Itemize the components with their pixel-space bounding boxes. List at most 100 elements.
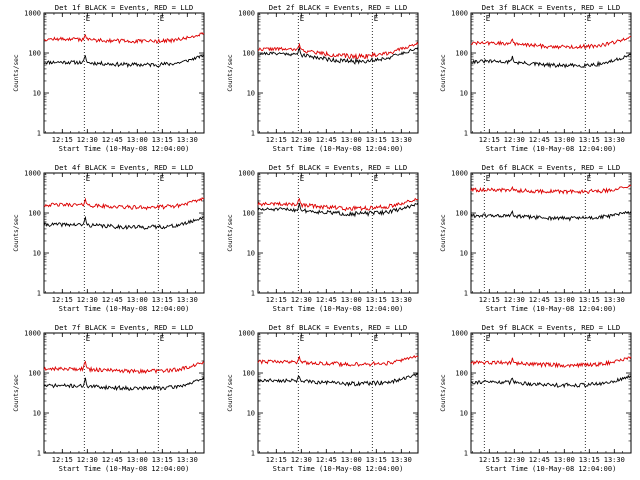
x-tick-label: 12:30	[291, 296, 312, 304]
series-line-lld	[43, 32, 205, 45]
y-tick-label: 10	[33, 90, 41, 98]
y-tick-label: 10	[247, 250, 255, 258]
x-tick-label: 12:30	[291, 456, 312, 464]
y-tick-label: 100	[455, 210, 468, 218]
event-marker-label: E	[300, 334, 305, 343]
y-axis-label: Counts/sec	[440, 54, 447, 92]
plot-frame	[470, 332, 632, 454]
x-tick-label: 13:15	[366, 136, 387, 144]
series-line-events	[470, 53, 632, 69]
x-axis-label: Start Time (10-May-08 12:04:00)	[59, 145, 190, 153]
y-tick-label: 10	[33, 410, 41, 418]
series-line-lld	[470, 35, 632, 50]
y-tick-label: 100	[242, 210, 255, 218]
x-tick-label: 12:45	[316, 136, 337, 144]
y-axis-label: Counts/sec	[440, 214, 447, 252]
y-tick-label: 10	[460, 250, 468, 258]
x-tick-label: 13:30	[391, 456, 412, 464]
y-tick-label: 100	[455, 50, 468, 58]
panel-det-5: Det 5f BLACK = Events, RED = LLD Counts/s…	[227, 163, 419, 313]
x-tick-label: 13:30	[177, 296, 198, 304]
panel-det-2: Det 2f BLACK = Events, RED = LLD Counts/s…	[227, 3, 419, 153]
x-tick-label: 12:45	[316, 456, 337, 464]
y-tick-label: 1000	[24, 10, 41, 18]
plot-frame	[470, 172, 632, 294]
x-tick-label: 12:15	[479, 136, 500, 144]
plot-frame	[257, 12, 419, 134]
y-axis-label: Counts/sec	[13, 214, 20, 252]
y-tick-label: 1000	[24, 170, 41, 178]
event-marker-label: E	[486, 174, 491, 183]
y-tick-label: 1	[464, 130, 468, 138]
y-tick-label: 100	[242, 370, 255, 378]
x-axis-label: Start Time (10-May-08 12:04:00)	[486, 465, 617, 473]
plot-frame	[43, 12, 205, 134]
x-tick-label: 12:45	[102, 296, 123, 304]
chart-title: Det 1f BLACK = Events, RED = LLD	[55, 3, 193, 12]
y-axis-label: Counts/sec	[227, 54, 234, 92]
chart-title: Det 9f BLACK = Events, RED = LLD	[482, 323, 620, 332]
x-tick-label: 12:45	[529, 296, 550, 304]
series-line-lld	[257, 41, 419, 60]
y-axis-label: Counts/sec	[440, 374, 447, 412]
x-tick-label: 12:30	[504, 296, 525, 304]
y-tick-label: 1	[251, 450, 255, 458]
x-tick-label: 13:00	[554, 136, 575, 144]
y-tick-label: 1000	[238, 10, 255, 18]
y-tick-label: 1	[251, 130, 255, 138]
y-tick-label: 10	[247, 90, 255, 98]
y-tick-label: 1000	[451, 10, 468, 18]
series-line-events	[43, 215, 205, 230]
x-tick-label: 12:15	[52, 296, 73, 304]
event-marker-label: E	[587, 14, 592, 23]
y-tick-label: 1000	[24, 330, 41, 338]
x-axis-label: Start Time (10-May-08 12:04:00)	[273, 465, 404, 473]
y-tick-label: 1000	[238, 170, 255, 178]
chart-title: Det 8f BLACK = Events, RED = LLD	[269, 323, 407, 332]
y-tick-label: 10	[460, 90, 468, 98]
y-tick-label: 1	[37, 130, 41, 138]
y-tick-label: 10	[460, 410, 468, 418]
x-axis-label: Start Time (10-May-08 12:04:00)	[486, 305, 617, 313]
x-tick-label: 12:45	[102, 456, 123, 464]
event-marker-label: E	[300, 174, 305, 183]
x-tick-label: 13:00	[127, 296, 148, 304]
chart-title: Det 5f BLACK = Events, RED = LLD	[269, 163, 407, 172]
x-tick-label: 12:45	[529, 136, 550, 144]
x-axis-label: Start Time (10-May-08 12:04:00)	[59, 305, 190, 313]
x-tick-label: 12:15	[266, 136, 287, 144]
event-marker-label: E	[374, 14, 379, 23]
event-marker-label: E	[486, 334, 491, 343]
panel-det-6: Det 6f BLACK = Events, RED = LLD Counts/s…	[440, 163, 632, 313]
x-tick-label: 12:15	[479, 456, 500, 464]
y-tick-label: 1000	[238, 330, 255, 338]
series-line-events	[43, 377, 205, 392]
x-axis-label: Start Time (10-May-08 12:04:00)	[273, 305, 404, 313]
y-tick-label: 100	[28, 50, 41, 58]
series-line-events	[470, 374, 632, 389]
x-tick-label: 13:00	[554, 296, 575, 304]
y-tick-label: 1	[37, 450, 41, 458]
y-tick-label: 1	[251, 290, 255, 298]
x-tick-label: 13:30	[391, 136, 412, 144]
y-tick-label: 100	[242, 50, 255, 58]
x-axis-label: Start Time (10-May-08 12:04:00)	[486, 145, 617, 153]
x-tick-label: 13:00	[341, 136, 362, 144]
event-marker-label: E	[86, 174, 91, 183]
y-axis-label: Counts/sec	[13, 374, 20, 412]
series-line-lld	[470, 184, 632, 195]
event-marker-label: E	[160, 334, 165, 343]
x-tick-label: 13:15	[152, 456, 173, 464]
event-marker-label: E	[486, 14, 491, 23]
y-tick-label: 1000	[451, 330, 468, 338]
y-tick-label: 1	[464, 450, 468, 458]
event-marker-label: E	[300, 14, 305, 23]
x-tick-label: 13:00	[341, 296, 362, 304]
chart-title: Det 6f BLACK = Events, RED = LLD	[482, 163, 620, 172]
event-marker-label: E	[587, 334, 592, 343]
x-tick-label: 12:15	[266, 296, 287, 304]
x-tick-label: 12:45	[316, 296, 337, 304]
x-tick-label: 13:30	[177, 136, 198, 144]
x-axis-label: Start Time (10-May-08 12:04:00)	[59, 465, 190, 473]
